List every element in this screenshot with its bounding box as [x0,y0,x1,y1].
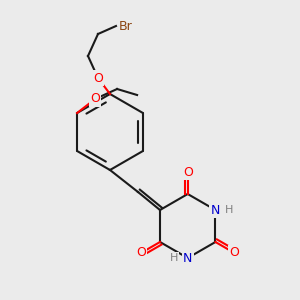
Text: H: H [225,205,234,215]
Text: O: O [136,247,146,260]
Text: H: H [169,253,178,263]
Text: Br: Br [119,20,133,32]
Text: O: O [230,247,239,260]
Text: N: N [183,251,192,265]
Text: N: N [211,203,220,217]
Text: O: O [90,92,100,106]
Text: O: O [183,166,193,178]
Text: O: O [93,71,103,85]
